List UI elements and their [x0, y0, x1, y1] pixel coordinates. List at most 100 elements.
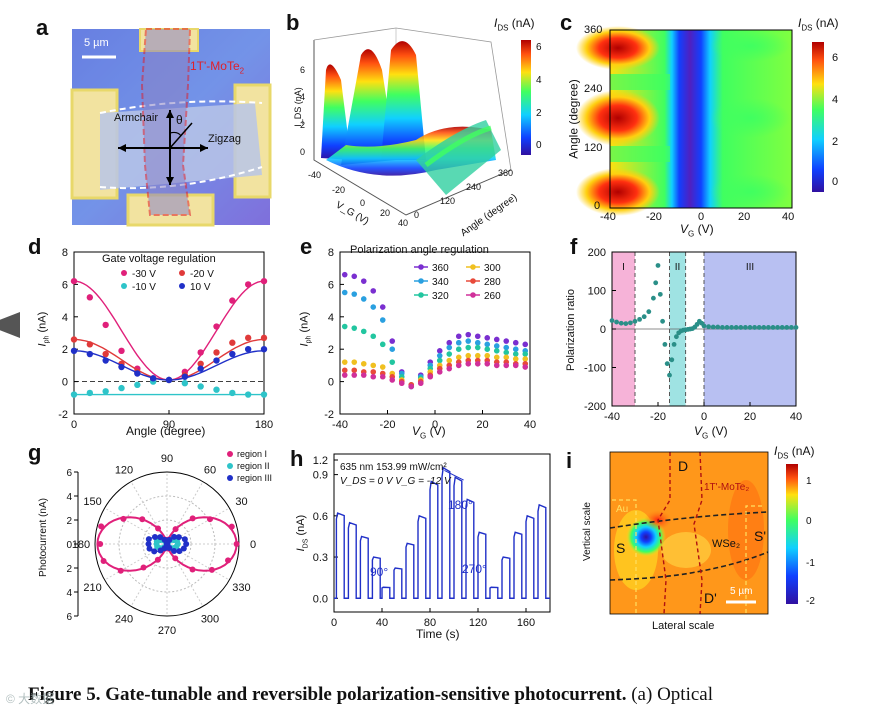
panel-e-point: [351, 325, 358, 331]
panel-h: h 0.0 0.3 0.6 0.9 1.2 0 40 80 120 160 635 nm 153.…: [290, 440, 560, 645]
panel-d-point: [244, 281, 252, 288]
panel-e-point: [379, 304, 386, 310]
panel-e-point: [341, 367, 348, 374]
panel-g-point: [173, 543, 180, 550]
panel-e-point: [455, 339, 462, 346]
panel-g-point: [225, 557, 232, 564]
panel-e-point: [351, 372, 358, 378]
panel-d-point: [165, 376, 173, 384]
panel-f-point: [623, 321, 629, 327]
panel-i-xlabel: Lateral scale: [652, 620, 715, 632]
panel-b-ang-tick-0: 0: [414, 210, 420, 220]
panel-e-point: [351, 273, 358, 280]
panel-e-point: [370, 304, 377, 310]
panel-d-point: [260, 391, 268, 398]
panel-e-ytick-label: 6: [328, 279, 334, 291]
panel-b-surface: [313, 27, 531, 216]
panel-f-point: [614, 319, 619, 325]
watermark-logo: © 大数据: [6, 692, 55, 706]
panel-e-legend-label: 300: [484, 263, 501, 274]
theta-label: θ: [176, 113, 183, 127]
panel-g-point: [180, 545, 187, 552]
panel-c-cbar-tick-0: 0: [832, 176, 839, 188]
panel-d-point: [134, 381, 141, 389]
panel-g-point: [140, 564, 147, 571]
panel-g-point: [189, 566, 196, 573]
panel-h-ytick-label: 0.0: [313, 593, 328, 605]
panel-d-point: [149, 375, 157, 382]
panel-i-cbar-tick-1: 1: [806, 476, 812, 487]
panel-f-point: [793, 325, 799, 330]
panel-g-angle-label: 150: [83, 496, 101, 508]
panel-c-label: c: [560, 10, 573, 35]
panel-f-point: [775, 325, 780, 330]
panel-f-point: [660, 318, 665, 324]
panel-g-point: [172, 555, 179, 562]
panel-i-cbar-tick-0: 0: [806, 516, 812, 527]
panel-f-xlabel-v: V: [694, 424, 703, 438]
panel-e-point: [370, 362, 377, 369]
panel-g-point: [189, 515, 196, 522]
panel-f-point: [715, 324, 721, 330]
panel-d-ytick-label: 0: [62, 377, 68, 389]
panel-d-title: Gate voltage regulation: [102, 253, 216, 265]
panel-d-legend-marker: [179, 270, 185, 276]
panel-h-ann-90: 90°: [370, 565, 389, 579]
panel-f: f I II III -200 -100 0 100 200 -40 -20 0 20 40 Polar…: [560, 234, 878, 444]
panel-e-point: [341, 372, 348, 378]
panel-d-fit--30V: [73, 280, 265, 381]
panel-e-point: [341, 271, 348, 278]
panel-g-angle-label: 240: [115, 613, 133, 625]
panel-e-point: [379, 373, 386, 380]
panel-d-point: [102, 357, 109, 364]
panel-d-point: [244, 346, 252, 353]
panel-f-point: [706, 324, 711, 330]
panel-i-wse2: WSe₂: [712, 538, 741, 550]
panel-f-point: [743, 325, 748, 330]
panel-f-xlabel: VG (V): [694, 424, 728, 440]
panel-f-point: [770, 325, 776, 330]
panel-e-point: [512, 339, 519, 346]
panel-g-rtick-label: 2: [66, 516, 72, 527]
panel-h-ytick-label: 0.6: [313, 511, 328, 523]
panel-h-xtick-label: 80: [424, 617, 436, 629]
panel-e-xtick-label: -20: [380, 419, 396, 431]
panel-e-point: [503, 338, 510, 344]
panel-d-point: [213, 349, 220, 356]
panel-f-point: [664, 361, 670, 367]
panel-d-xtick-label: 180: [255, 419, 273, 431]
panel-g-rtick-label: 6: [66, 612, 72, 623]
panel-e-point: [493, 362, 500, 369]
panel-e-legend-marker: [418, 292, 424, 298]
panel-e-legend-marker: [470, 278, 476, 284]
panel-e-point: [389, 338, 396, 344]
panel-g-rtick-label: 6: [66, 468, 72, 479]
panel-e-title: Polarization angle regulation: [350, 244, 489, 256]
panel-g-point: [145, 536, 152, 543]
panel-a-label: a: [36, 15, 49, 40]
panel-d-point: [229, 389, 236, 397]
panel-h-xtick-label: 0: [331, 617, 337, 629]
panel-e-xlabel: VG (V): [412, 424, 446, 440]
panel-h-frame: [333, 453, 551, 613]
panel-e-point: [379, 341, 386, 348]
panel-b-ztick-6: 6: [300, 65, 306, 75]
panel-h-ann-270: 270°: [462, 562, 487, 576]
panel-e-xtick-label: 40: [524, 419, 536, 431]
panel-b-zaxis-title: I_DS (nA): [292, 87, 303, 127]
panel-e-point: [455, 346, 462, 352]
panel-e-point: [360, 360, 367, 367]
panel-f-label: f: [570, 234, 578, 259]
panel-f-region-label: I: [622, 262, 625, 273]
panel-c-xtick-m20: -20: [646, 211, 662, 223]
panel-c-cbar-tick-2: 2: [832, 136, 839, 148]
panel-c-xtick-0: 0: [698, 211, 705, 223]
panel-a-material-label: 1T'-MoTe2: [190, 59, 244, 75]
panel-e-point: [484, 341, 491, 348]
panel-d-ylabel-sub: ph: [43, 335, 51, 344]
panel-h-ylabel-unit: (nA): [295, 514, 308, 539]
panel-e-ylabel: Iph (nA): [298, 312, 312, 347]
panel-g-point: [208, 566, 215, 573]
panel-i-map: [609, 451, 798, 615]
